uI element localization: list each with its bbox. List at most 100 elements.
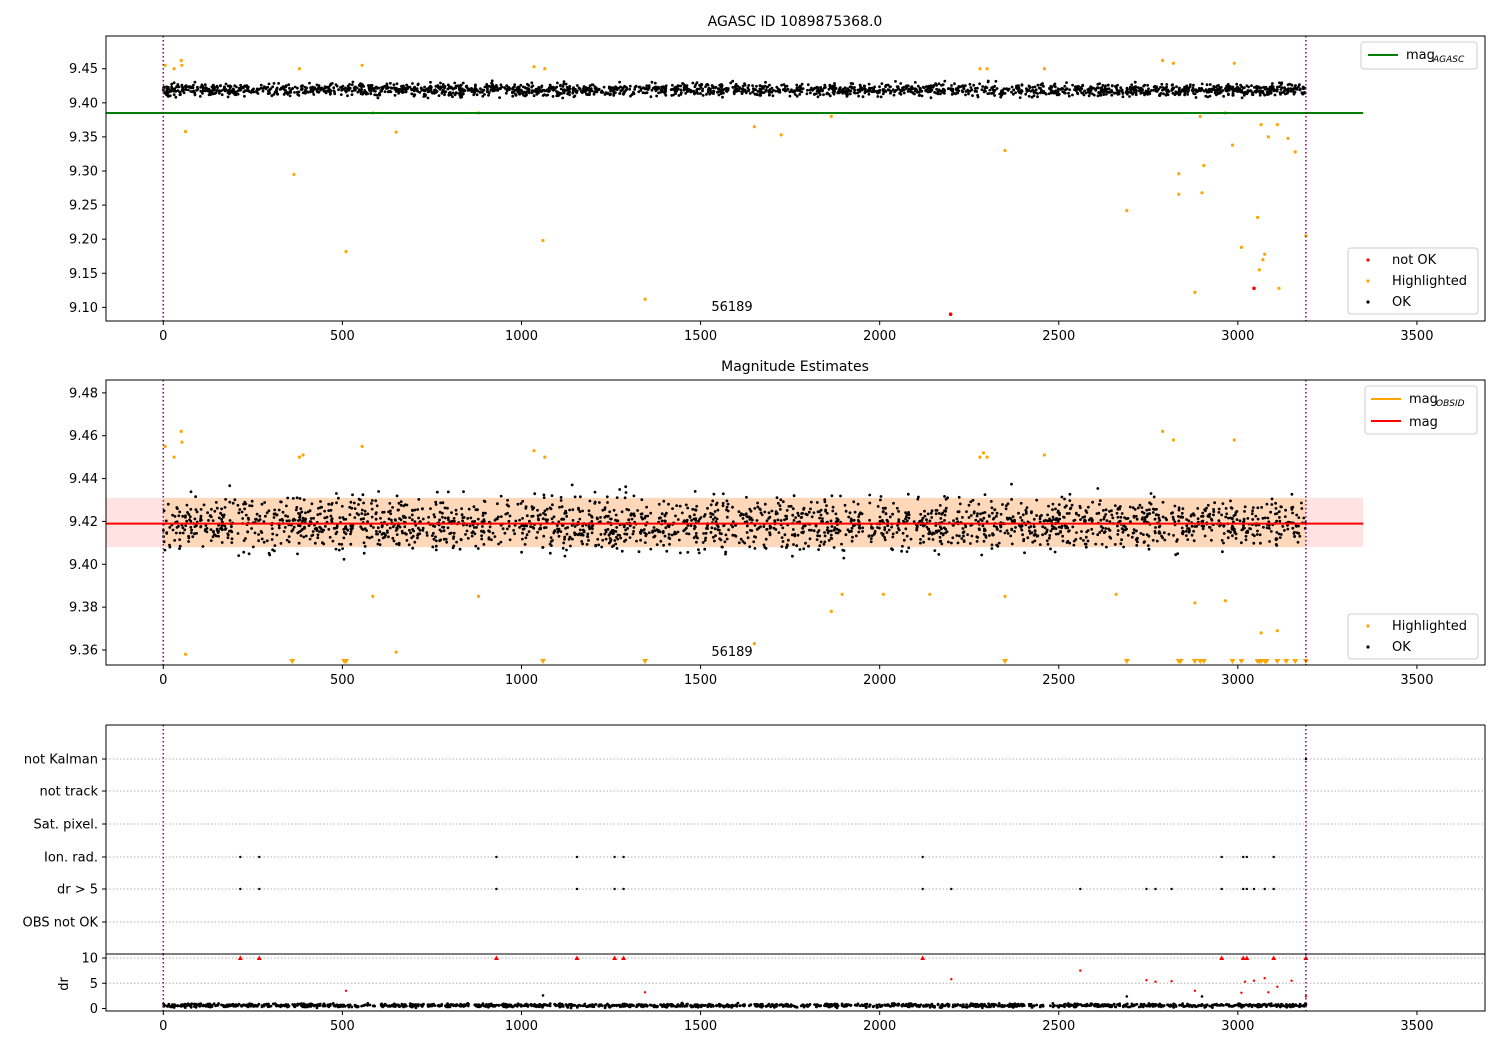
estimates-ok-point <box>427 515 430 519</box>
agasc-ok-point <box>901 86 904 90</box>
estimates-ok-point <box>822 542 826 546</box>
estimates-ok-point <box>852 500 856 504</box>
agasc-ok-point <box>282 87 286 91</box>
estimates-ok-point <box>962 539 966 542</box>
agasc-ok-point <box>653 86 656 89</box>
estimates-ok-point <box>996 544 1000 548</box>
agasc-ok-point <box>1247 85 1250 89</box>
estimates-ok-point <box>1040 514 1043 517</box>
agasc-ok-point <box>1067 91 1070 95</box>
estimates-ok-point <box>316 536 320 540</box>
agasc-ok-point <box>747 84 751 87</box>
estimates-ok-point <box>588 527 591 531</box>
estimates-ok-point <box>1050 524 1054 528</box>
estimates-ok-point <box>1139 532 1143 535</box>
agasc-ok-point <box>534 87 538 91</box>
agasc-ok-point <box>1242 93 1246 97</box>
estimates-ok-point <box>495 517 498 521</box>
estimates-ok-point <box>676 530 680 534</box>
estimates-ok-point <box>438 510 442 514</box>
estimates-ok-point <box>1253 534 1256 538</box>
estimates-ok-point <box>614 518 617 522</box>
estimates-ok-point <box>1279 533 1283 536</box>
estimates-ok-point <box>318 512 322 516</box>
estimates-ok-point <box>1162 531 1166 535</box>
estimates-ok-point <box>499 515 503 518</box>
agasc-ok-point <box>490 81 493 85</box>
agasc-ok-point <box>607 85 611 89</box>
agasc-ok-point <box>555 85 559 89</box>
estimates-ok-point <box>1035 498 1039 502</box>
estimates-ok-point <box>341 547 344 550</box>
estimates-ok-point <box>464 533 467 536</box>
estimates-ok-point <box>352 501 356 505</box>
agasc-ok-point <box>498 96 501 99</box>
agasc-ok-point <box>309 88 313 92</box>
estimates-ok-point <box>783 518 786 522</box>
estimates-ok-point <box>588 499 592 503</box>
estimates-ok-point <box>349 527 353 530</box>
estimates-ok-point <box>481 511 485 515</box>
agasc-ok-point <box>1301 85 1305 89</box>
estimates-ok-point <box>791 513 795 517</box>
agasc-ok-point <box>978 82 981 86</box>
estimates-ok-point <box>1090 527 1094 531</box>
estimates-ok-point <box>1148 512 1152 515</box>
estimates-ok-point <box>214 501 218 504</box>
estimates-ok-point <box>846 528 850 532</box>
estimates-ok-point <box>608 510 612 514</box>
estimates-ok-point <box>718 531 722 535</box>
estimates-ok-point <box>566 526 570 529</box>
estimates-ok-point <box>243 507 247 511</box>
agasc-ok-point <box>975 90 978 93</box>
estimates-ok-point <box>1046 513 1049 517</box>
agasc-ok-point <box>346 84 350 88</box>
agasc-ok-point <box>1148 90 1152 94</box>
estimates-ok-point <box>1185 529 1188 533</box>
estimates-ok-point <box>1290 492 1294 496</box>
estimates-below-limit-marker <box>1238 659 1245 664</box>
estimates-ok-point <box>1196 517 1200 521</box>
estimates-ok-point <box>614 542 618 546</box>
estimates-ok-point <box>990 543 994 547</box>
estimates-ok-point <box>818 516 821 520</box>
estimates-ok-point <box>956 541 960 545</box>
estimates-ok-point <box>1098 503 1101 506</box>
estimates-ok-point <box>792 519 796 522</box>
estimates-highlighted-point <box>297 455 301 459</box>
estimates-ok-point <box>360 512 364 515</box>
agasc-ok-point <box>447 91 451 95</box>
estimates-ok-point <box>1117 506 1121 510</box>
estimates-ok-point <box>337 542 341 546</box>
estimates-ok-point <box>565 548 568 552</box>
estimates-ok-point <box>215 527 219 531</box>
agasc-ok-point <box>462 92 465 96</box>
estimates-ok-point <box>558 505 561 509</box>
estimates-ok-point <box>453 519 456 523</box>
estimates-ok-point <box>661 531 665 535</box>
estimates-ok-point <box>1187 519 1191 523</box>
estimates-ok-point <box>279 542 283 545</box>
estimates-ok-point <box>1145 515 1149 519</box>
agasc-ok-point <box>751 84 754 87</box>
estimates-ok-point <box>285 504 288 508</box>
agasc-ok-point <box>505 84 509 87</box>
estimates-ok-point <box>662 543 665 547</box>
estimates-ok-point <box>209 528 213 531</box>
agasc-ok-point <box>1134 93 1138 97</box>
estimates-ok-point <box>397 541 401 545</box>
estimates-ok-point <box>934 512 938 516</box>
flags-point <box>495 855 498 859</box>
agasc-ok-point <box>1012 92 1015 96</box>
estimates-ok-point <box>223 506 227 509</box>
estimates-ok-point <box>785 509 789 512</box>
estimates-ok-point <box>277 526 281 530</box>
estimates-ok-point <box>209 514 212 517</box>
estimates-ok-point <box>775 496 779 499</box>
agasc-ok-point <box>853 88 857 92</box>
agasc-ok-point <box>385 86 389 90</box>
estimates-ok-point <box>298 497 302 500</box>
agasc-ok-point <box>881 89 885 93</box>
agasc-ok-point <box>546 88 549 91</box>
estimates-ok-point <box>1135 529 1138 533</box>
